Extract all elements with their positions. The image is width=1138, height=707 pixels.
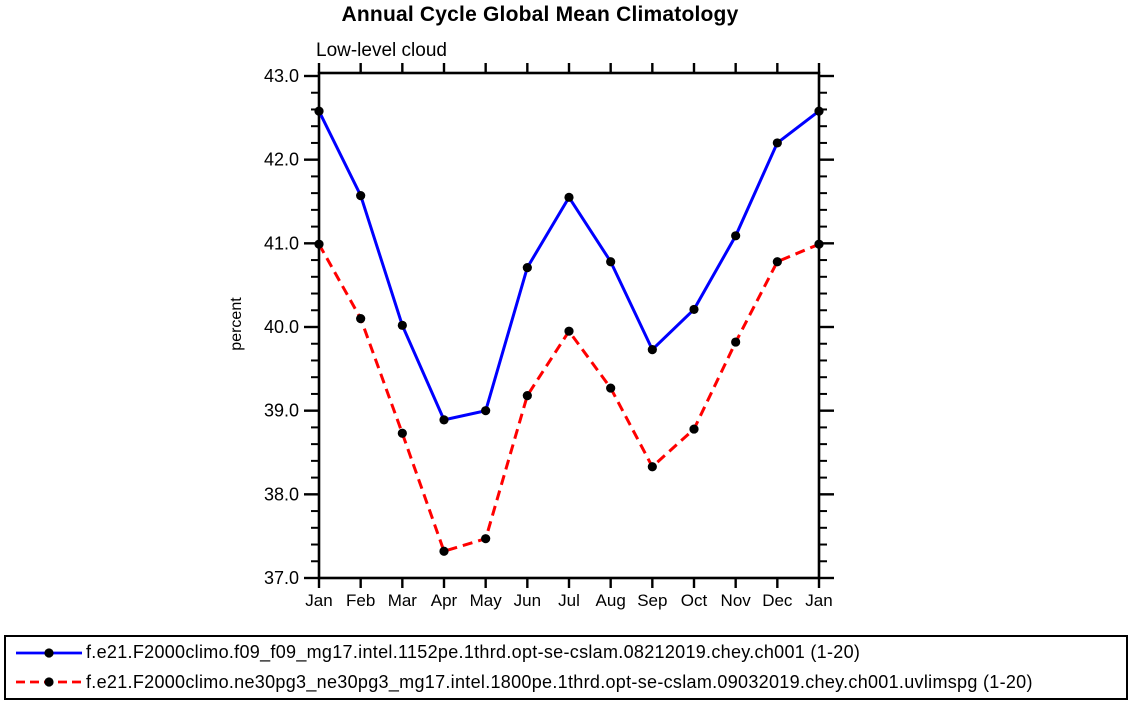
series-1-marker (647, 462, 657, 472)
series-1-marker (689, 424, 699, 434)
series-1-marker (606, 383, 616, 393)
plot-area: 37.0 38.0 39.0 40.0 41.0 42.0 43.0 Jan Feb Mar Apr… (264, 63, 834, 610)
series-1-marker (731, 337, 741, 347)
series-1-marker (564, 326, 574, 336)
series-0-marker (356, 191, 366, 201)
chart-title: Annual Cycle Global Mean Climatology (341, 3, 739, 26)
x-tick-label: Jan (805, 591, 832, 610)
series-0-marker (397, 320, 407, 330)
series-line-1 (317, 242, 820, 554)
y-tick-label: 43.0 (264, 66, 299, 86)
series-0-marker (481, 406, 491, 416)
legend: f.e21.F2000climo.f09_f09_mg17.intel.1152… (4, 635, 1128, 700)
x-tick-label: Aug (596, 591, 626, 610)
series-line-0 (317, 109, 820, 422)
series-1-marker (522, 391, 532, 401)
series-1-marker (772, 257, 782, 267)
x-tick-label: Mar (388, 591, 418, 610)
series-0-marker (814, 106, 824, 116)
y-tick-label: 41.0 (264, 233, 299, 253)
legend-series-marker-icon (44, 648, 54, 658)
x-tick-label: Sep (637, 591, 667, 610)
series-1-marker (314, 239, 324, 249)
y-tick-label: 40.0 (264, 317, 299, 337)
series-0-marker (731, 231, 741, 241)
x-tick-label: Oct (681, 591, 708, 610)
series-0-marker (647, 344, 657, 355)
x-tick-label: Apr (431, 591, 458, 610)
legend-line-sample (16, 677, 82, 687)
chart-subtitle: Low-level cloud (316, 40, 447, 61)
x-tick-label: Nov (721, 591, 752, 610)
series-0-marker (314, 106, 324, 116)
series-0-marker (689, 304, 699, 315)
x-tick-label: Feb (346, 591, 375, 610)
series-0-marker (522, 262, 532, 273)
y-tick-label: 39.0 (264, 401, 299, 421)
plot-box (317, 71, 821, 580)
x-tick-label: Dec (762, 591, 793, 610)
x-tick-label: Jul (558, 591, 580, 610)
series-0-marker (439, 415, 449, 425)
series-1-marker (397, 428, 407, 438)
legend-line-sample (16, 648, 82, 658)
legend-item: f.e21.F2000climo.ne30pg3_ne30pg3_mg17.in… (14, 668, 1126, 696)
series-0-marker (606, 257, 616, 267)
series-1-marker (439, 546, 449, 556)
y-tick-label: 42.0 (264, 150, 299, 170)
y-tick-label: 38.0 (264, 484, 299, 504)
legend-item: f.e21.F2000climo.f09_f09_mg17.intel.1152… (14, 639, 1126, 667)
x-tick-label: May (470, 591, 503, 610)
series-1-marker (481, 534, 491, 544)
x-tick-label: Jun (514, 591, 541, 610)
x-tick-label: Jan (305, 591, 332, 610)
y-tick-label: 37.0 (264, 568, 299, 588)
legend-label: f.e21.F2000climo.f09_f09_mg17.intel.1152… (86, 642, 861, 663)
legend-label: f.e21.F2000climo.ne30pg3_ne30pg3_mg17.in… (86, 671, 1033, 692)
series-0-marker (564, 192, 574, 202)
series-1-marker (356, 314, 366, 324)
series-1-marker (814, 239, 824, 249)
legend-series-marker-icon (44, 677, 54, 687)
series-0-marker (772, 138, 782, 148)
